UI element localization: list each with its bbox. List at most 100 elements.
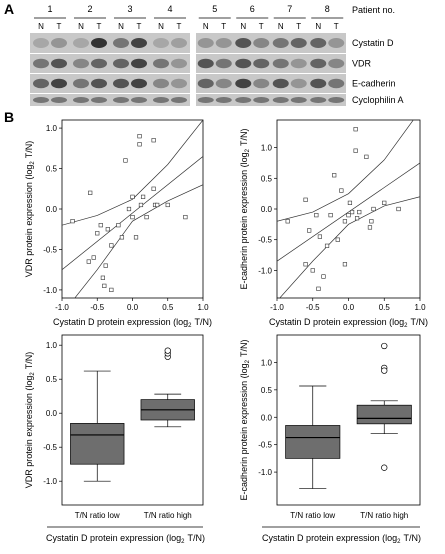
- point: [314, 213, 319, 218]
- point: [364, 154, 369, 159]
- point: [123, 158, 128, 163]
- outlier: [164, 347, 171, 354]
- y-tick-label: -1.0: [43, 477, 57, 486]
- lane-label: N: [278, 22, 284, 31]
- blot-band: [215, 38, 232, 48]
- fit-line: [279, 196, 420, 298]
- point: [155, 202, 160, 208]
- outlier: [381, 367, 388, 374]
- point: [316, 286, 321, 291]
- point: [102, 283, 107, 288]
- blot-band: [253, 58, 270, 69]
- point: [119, 235, 125, 240]
- blot-band: [253, 78, 270, 89]
- label-part: E-cadherin protein expression (log: [239, 363, 249, 500]
- plot-frame: [61, 334, 204, 506]
- x-tick-label: 0.5: [162, 303, 174, 312]
- point: [98, 223, 103, 228]
- blot-strip: [196, 94, 346, 106]
- y-axis-label: VDR protein expression (log2 T/N): [24, 352, 36, 488]
- y-tick-label: -1.0: [258, 468, 272, 477]
- patient-number: 4: [167, 4, 172, 14]
- y-tick-label: -0.5: [43, 443, 57, 452]
- point: [321, 274, 326, 279]
- point: [382, 200, 387, 205]
- point: [335, 237, 340, 242]
- y-axis-label: VDR protein expression (log2 T/N): [24, 141, 36, 277]
- y-tick-label: 0.5: [46, 375, 58, 384]
- label-sub: 2: [404, 323, 408, 329]
- point: [354, 216, 360, 221]
- blot-band: [235, 58, 252, 69]
- blot-band: [113, 78, 129, 89]
- point: [140, 194, 146, 199]
- lane-label: N: [203, 22, 209, 31]
- blot-band: [91, 58, 107, 69]
- point: [165, 202, 170, 208]
- blot-band: [197, 78, 214, 89]
- box: [70, 423, 125, 465]
- blot-band: [272, 38, 289, 48]
- x-tick-label: -1.0: [55, 303, 69, 312]
- blot-band: [113, 97, 129, 103]
- outlier: [381, 464, 388, 471]
- blot-band: [131, 78, 147, 89]
- x-tick-label: -0.5: [306, 303, 320, 312]
- lane-label: N: [78, 22, 84, 31]
- panel-label: B: [4, 109, 14, 125]
- point: [339, 188, 344, 193]
- x-tick-label: T/N ratio high: [360, 511, 408, 520]
- label-part: T/N): [239, 340, 249, 358]
- blot-band: [272, 78, 289, 89]
- lane-label: T: [334, 22, 339, 31]
- blot-band: [310, 78, 327, 89]
- blot-band: [328, 78, 345, 89]
- point: [88, 190, 93, 195]
- point: [133, 235, 139, 240]
- point: [130, 194, 135, 199]
- label-sub: 2: [188, 323, 192, 329]
- point: [86, 259, 91, 264]
- y-tick-label: 1.0: [46, 341, 58, 350]
- y-tick-label: 1.0: [46, 124, 58, 133]
- blot-band: [310, 97, 327, 103]
- label-part: T/N): [24, 352, 34, 370]
- protein-label: Cystatin D: [352, 38, 394, 48]
- blot-band: [171, 78, 187, 89]
- blot-band: [91, 78, 107, 89]
- point: [126, 206, 132, 212]
- y-axis-label: E-cadherin protein expression (log2T/N): [239, 129, 251, 290]
- point: [151, 186, 156, 191]
- blot-band: [33, 58, 49, 69]
- x-tick-label: -1.0: [270, 303, 284, 312]
- blot-strip: [30, 74, 190, 93]
- blot-band: [290, 38, 307, 48]
- point: [95, 231, 100, 236]
- blot-band: [328, 38, 345, 48]
- point: [70, 219, 75, 224]
- blot-band: [272, 58, 289, 69]
- blot-band: [153, 78, 169, 89]
- point: [357, 209, 362, 215]
- blot-strip: [196, 33, 346, 53]
- blot-strip: [30, 94, 190, 106]
- label-part: T/N): [410, 317, 428, 327]
- blot-band: [73, 38, 89, 48]
- point: [342, 262, 348, 267]
- y-tick-label: 0.5: [46, 165, 58, 174]
- label-sub: 2: [30, 161, 36, 165]
- y-tick-label: -0.5: [258, 441, 272, 450]
- blot-band: [51, 38, 67, 48]
- blot-band: [33, 97, 49, 103]
- protein-label: E-cadherin: [352, 79, 396, 89]
- label-part: Cystatin D protein expression (log: [46, 533, 181, 543]
- x-tick-label: 0.0: [127, 303, 139, 312]
- lane-label: T: [137, 22, 142, 31]
- label-part: E-cadherin protein expression (log: [239, 152, 249, 289]
- point: [353, 148, 358, 153]
- label-part: Cystatin D protein expression (log: [269, 317, 404, 327]
- point: [332, 173, 337, 178]
- patient-number: 2: [87, 4, 92, 14]
- box: [285, 425, 341, 459]
